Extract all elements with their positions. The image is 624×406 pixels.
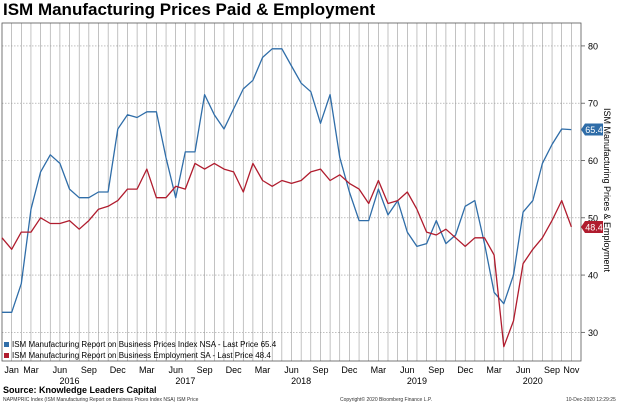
x-year-label: 2020 [523, 376, 543, 386]
legend-label-employment: ISM Manufacturing Report on Business Emp… [12, 351, 253, 360]
x-tick-label: Dec [110, 365, 127, 375]
x-tick-label: Sep [428, 365, 444, 375]
x-tick-label: Sep [81, 365, 97, 375]
x-tick-label: Sep [312, 365, 328, 375]
x-tick-label: Jun [400, 365, 415, 375]
x-tick-label: Jun [516, 365, 531, 375]
x-tick-label: Dec [457, 365, 474, 375]
last-price-badge-0 [581, 123, 603, 136]
x-tick-label: Mar [139, 365, 155, 375]
x-tick-label: Mar [23, 365, 39, 375]
x-tick-label: Dec [341, 365, 358, 375]
last-price-badges: 65.4 48.4 [581, 123, 603, 233]
x-year-label: 2016 [60, 376, 80, 386]
series-lines [1, 48, 573, 348]
y-axis-label: ISM Manufacturing Prices & Employment [602, 108, 612, 273]
x-tick-label: Jun [53, 365, 68, 375]
x-tick-label: Sep [197, 365, 213, 375]
legend-item-prices: ISM Manufacturing Report on Business Pri… [4, 340, 276, 349]
chart-title: ISM Manufacturing Prices Paid & Employme… [3, 0, 376, 19]
source-note: Source: Knowledge Leaders Capital [3, 385, 157, 395]
footer-timestamp: 10-Dec-2020 12:29:25 [566, 397, 616, 403]
x-year-label: 2017 [175, 376, 195, 386]
grid-lines [2, 23, 581, 361]
plot-frame [1, 22, 582, 362]
x-tick-label: Dec [226, 365, 243, 375]
series-line-1 [1, 162, 573, 348]
x-year-label: 2019 [407, 376, 427, 386]
x-tick-label: Nov [563, 365, 580, 375]
y-tick-label: 40 [588, 271, 598, 281]
last-price-badge-1 [581, 220, 603, 233]
x-year-label: 2018 [291, 376, 311, 386]
y-tick-label: 80 [588, 41, 598, 51]
last-price-label-1: 48.4 [585, 222, 603, 232]
legend-label-prices: ISM Manufacturing Report on Business Pri… [12, 340, 259, 349]
x-tick-label: Sep [544, 365, 560, 375]
footer-copyright: Copyright© 2020 Bloomberg Finance L.P. [340, 397, 432, 403]
x-tick-label: Jun [284, 365, 299, 375]
y-tick-label: 50 [588, 213, 598, 223]
legend-swatch-prices [4, 342, 9, 348]
y-tick-label: 60 [588, 156, 598, 166]
y-tick-label: 30 [588, 328, 598, 338]
legend-swatch-employment [4, 353, 9, 359]
y-tick-label: 70 [588, 99, 598, 109]
x-tick-label: Jun [168, 365, 183, 375]
series-line-0 [2, 48, 572, 313]
x-tick-label: Mar [486, 365, 502, 375]
x-axis: Jan Mar Jun Sep Dec Mar Jun Sep Dec Mar Jun Sep Dec M… [4, 365, 579, 386]
x-tick-label: Mar [371, 365, 387, 375]
legend-item-employment: ISM Manufacturing Report on Business Emp… [4, 351, 271, 360]
footer-ticker: NAPMPRIC Index (ISM Manufacturing Report… [3, 397, 199, 403]
legend-value-employment: 48.4 [255, 351, 271, 360]
y-axis: 30 40 50 60 70 80 [581, 41, 598, 338]
last-price-label-0: 65.4 [585, 125, 603, 135]
x-tick-label: Jan [4, 365, 19, 375]
x-tick-label: Mar [255, 365, 271, 375]
legend-value-prices: 65.4 [260, 340, 277, 349]
